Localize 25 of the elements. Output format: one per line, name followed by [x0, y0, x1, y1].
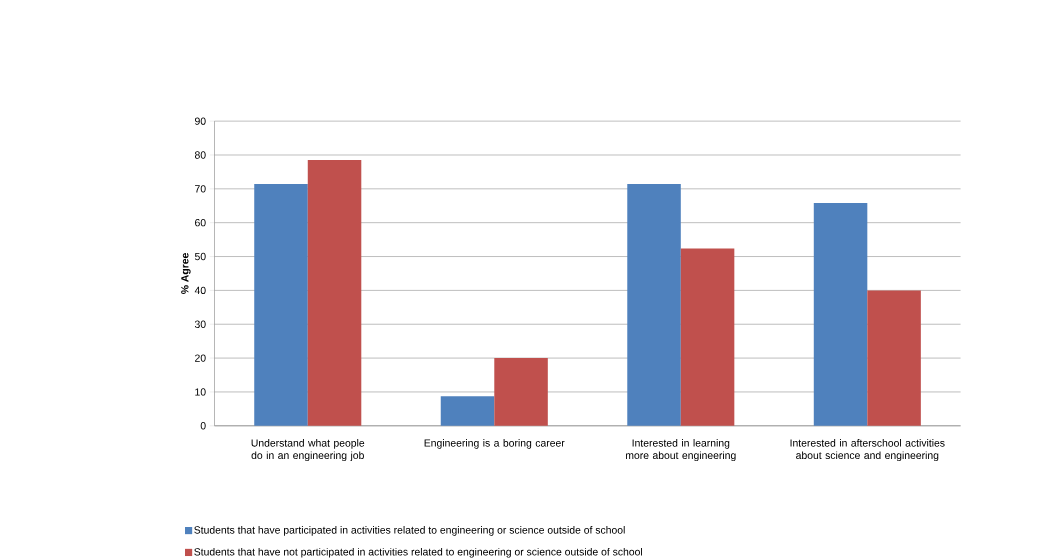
y-tick-label: 80 [194, 151, 206, 159]
y-tick-label: 20 [195, 354, 206, 362]
bar [867, 290, 921, 426]
y-tick-label: 60 [195, 218, 206, 227]
y-tick-label: 40 [194, 286, 206, 294]
bar [680, 248, 735, 426]
bar [494, 358, 548, 426]
x-tick-label: Interested in learning more about engineering [626, 438, 736, 462]
y-tick-label: 90 [195, 117, 206, 125]
y-tick-label: 50 [194, 252, 206, 261]
y-tick-label: 70 [195, 185, 206, 193]
y-tick-label: 0 [200, 422, 206, 430]
y-axis-title: % Agree [181, 252, 191, 294]
legend-label: Students that have participated in activities related to engineering or science outside of school [194, 525, 625, 536]
x-tick-label: Engineering is a boring career [424, 438, 565, 449]
bar [440, 396, 495, 426]
x-tick-label: Understand what people do in an engineering job [251, 438, 365, 462]
bar [307, 159, 362, 426]
x-tick-label: Interested in afterschool activities about science and engineering [790, 438, 945, 462]
y-tick-label: 10 [195, 388, 206, 396]
bar [627, 184, 681, 426]
y-tick-label: 30 [194, 320, 206, 328]
bar [254, 184, 308, 426]
bar [813, 202, 868, 426]
legend-label: Students that have not participated in activities related to engineering or science outside of school [194, 547, 642, 558]
